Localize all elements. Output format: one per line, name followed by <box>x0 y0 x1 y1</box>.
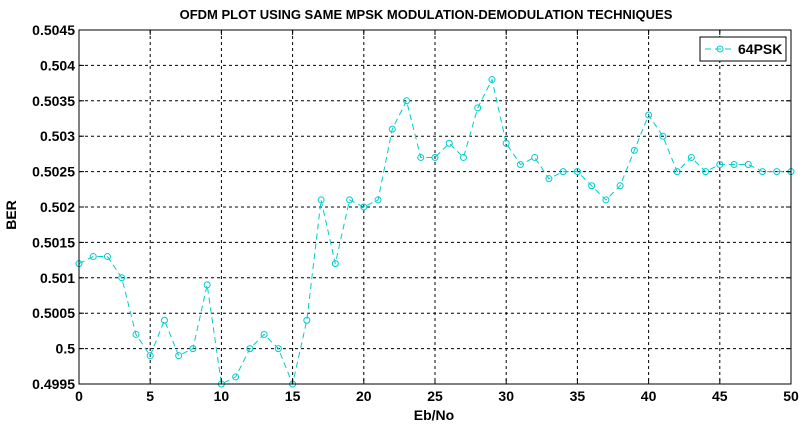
data-point <box>303 316 311 324</box>
data-point <box>673 168 681 176</box>
legend-marker <box>716 45 724 53</box>
data-point <box>516 161 524 169</box>
data-point <box>331 260 339 268</box>
x-tick-label: 50 <box>783 388 799 404</box>
data-point <box>716 161 724 169</box>
axis-ticks: 0 5 10 15 20 25 30 35 40 45 50 0.4995 0.5 0.5005 0.501… <box>32 22 799 404</box>
y-tick-label: 0.5035 <box>32 93 75 109</box>
data-point <box>630 146 638 154</box>
x-tick-label: 30 <box>498 388 514 404</box>
chart-title: OFDM PLOT USING SAME MPSK MODULATION-DEM… <box>180 7 673 22</box>
data-point <box>360 203 368 211</box>
data-point <box>132 330 140 338</box>
data-point <box>175 352 183 360</box>
legend-box <box>699 36 787 62</box>
data-point <box>759 168 767 176</box>
x-tick-label: 20 <box>356 388 372 404</box>
data-point <box>89 253 97 261</box>
grid-lines <box>79 30 791 384</box>
data-point <box>417 153 425 161</box>
x-tick-label: 25 <box>427 388 443 404</box>
y-tick-label: 0.503 <box>40 128 75 144</box>
data-point <box>459 153 467 161</box>
y-tick-label: 0.504 <box>40 57 75 73</box>
data-point <box>502 139 510 147</box>
data-point <box>573 168 581 176</box>
x-tick-label: 0 <box>75 388 83 404</box>
data-point <box>274 345 282 353</box>
data-point <box>260 330 268 338</box>
data-point <box>203 281 211 289</box>
data-point <box>445 139 453 147</box>
series-line-64PSK <box>78 78 791 386</box>
data-point <box>687 153 695 161</box>
data-point <box>616 182 624 190</box>
data-point <box>118 274 126 282</box>
data-point <box>246 345 254 353</box>
y-tick-label: 0.5025 <box>32 164 75 180</box>
y-tick-label: 0.4995 <box>32 376 75 392</box>
y-tick-label: 0.502 <box>40 199 75 215</box>
data-point <box>773 168 781 176</box>
data-point <box>531 153 539 161</box>
data-point <box>645 111 653 119</box>
x-tick-label: 40 <box>641 388 657 404</box>
x-axis-label: Eb/No <box>414 407 454 423</box>
data-point <box>659 132 667 140</box>
data-point <box>346 196 354 204</box>
y-tick-label: 0.5045 <box>32 22 75 38</box>
data-point <box>588 182 596 190</box>
data-point <box>744 161 752 169</box>
data-point <box>545 175 553 183</box>
data-point <box>431 153 439 161</box>
x-tick-label: 5 <box>146 388 154 404</box>
data-point <box>160 316 168 324</box>
data-point <box>317 196 325 204</box>
legend-label: 64PSK <box>738 41 782 57</box>
x-tick-label: 15 <box>285 388 301 404</box>
data-point <box>474 104 482 112</box>
legend: 64PSK <box>699 36 787 62</box>
x-tick-label: 10 <box>214 388 230 404</box>
y-tick-label: 0.5005 <box>32 305 75 321</box>
y-tick-label: 0.501 <box>40 270 75 286</box>
data-point <box>730 161 738 169</box>
data-point <box>103 253 111 261</box>
data-point <box>189 345 197 353</box>
data-point <box>146 352 154 360</box>
data-point <box>488 76 496 84</box>
x-tick-label: 35 <box>570 388 586 404</box>
data-point <box>559 168 567 176</box>
data-point <box>403 97 411 105</box>
data-point <box>232 373 240 381</box>
data-point <box>374 196 382 204</box>
data-point <box>388 125 396 133</box>
y-tick-label: 0.5 <box>56 341 76 357</box>
x-tick-label: 45 <box>712 388 728 404</box>
data-point <box>602 196 610 204</box>
data-point <box>702 168 710 176</box>
y-tick-label: 0.5015 <box>32 234 75 250</box>
y-axis-label: BER <box>3 200 19 230</box>
